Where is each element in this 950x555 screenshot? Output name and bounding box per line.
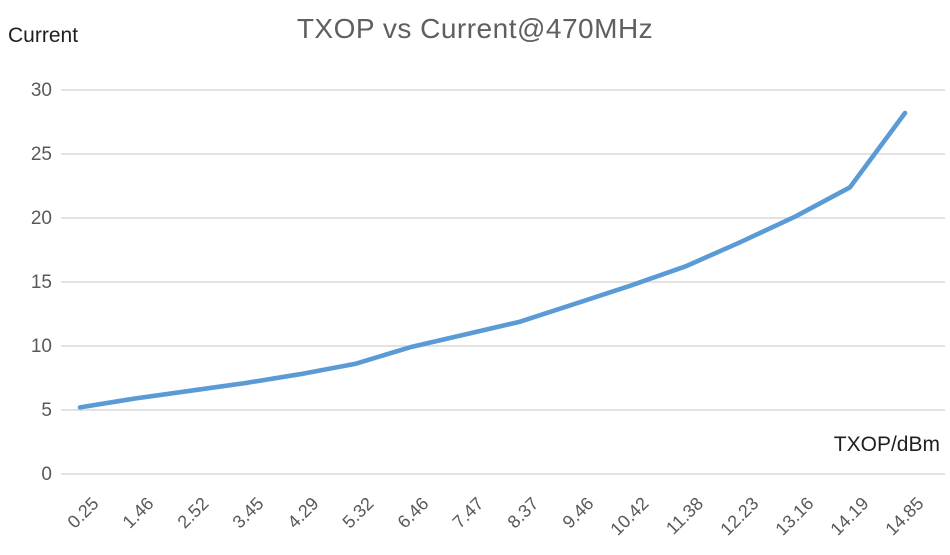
y-tick-label: 20: [30, 207, 52, 229]
x-axis-title: TXOP/dBm: [833, 433, 940, 456]
series-line: [77, 110, 908, 410]
y-tick-label: 0: [41, 463, 52, 485]
chart-title: TXOP vs Current@470MHz: [296, 13, 654, 44]
y-tick-label: 15: [30, 271, 52, 293]
y-tick-label: 10: [30, 335, 52, 357]
y-tick-label: 25: [30, 143, 52, 165]
y-tick-label: 5: [41, 399, 52, 421]
y-tick-label: 30: [30, 79, 52, 101]
y-axis-title: Current: [8, 24, 79, 47]
